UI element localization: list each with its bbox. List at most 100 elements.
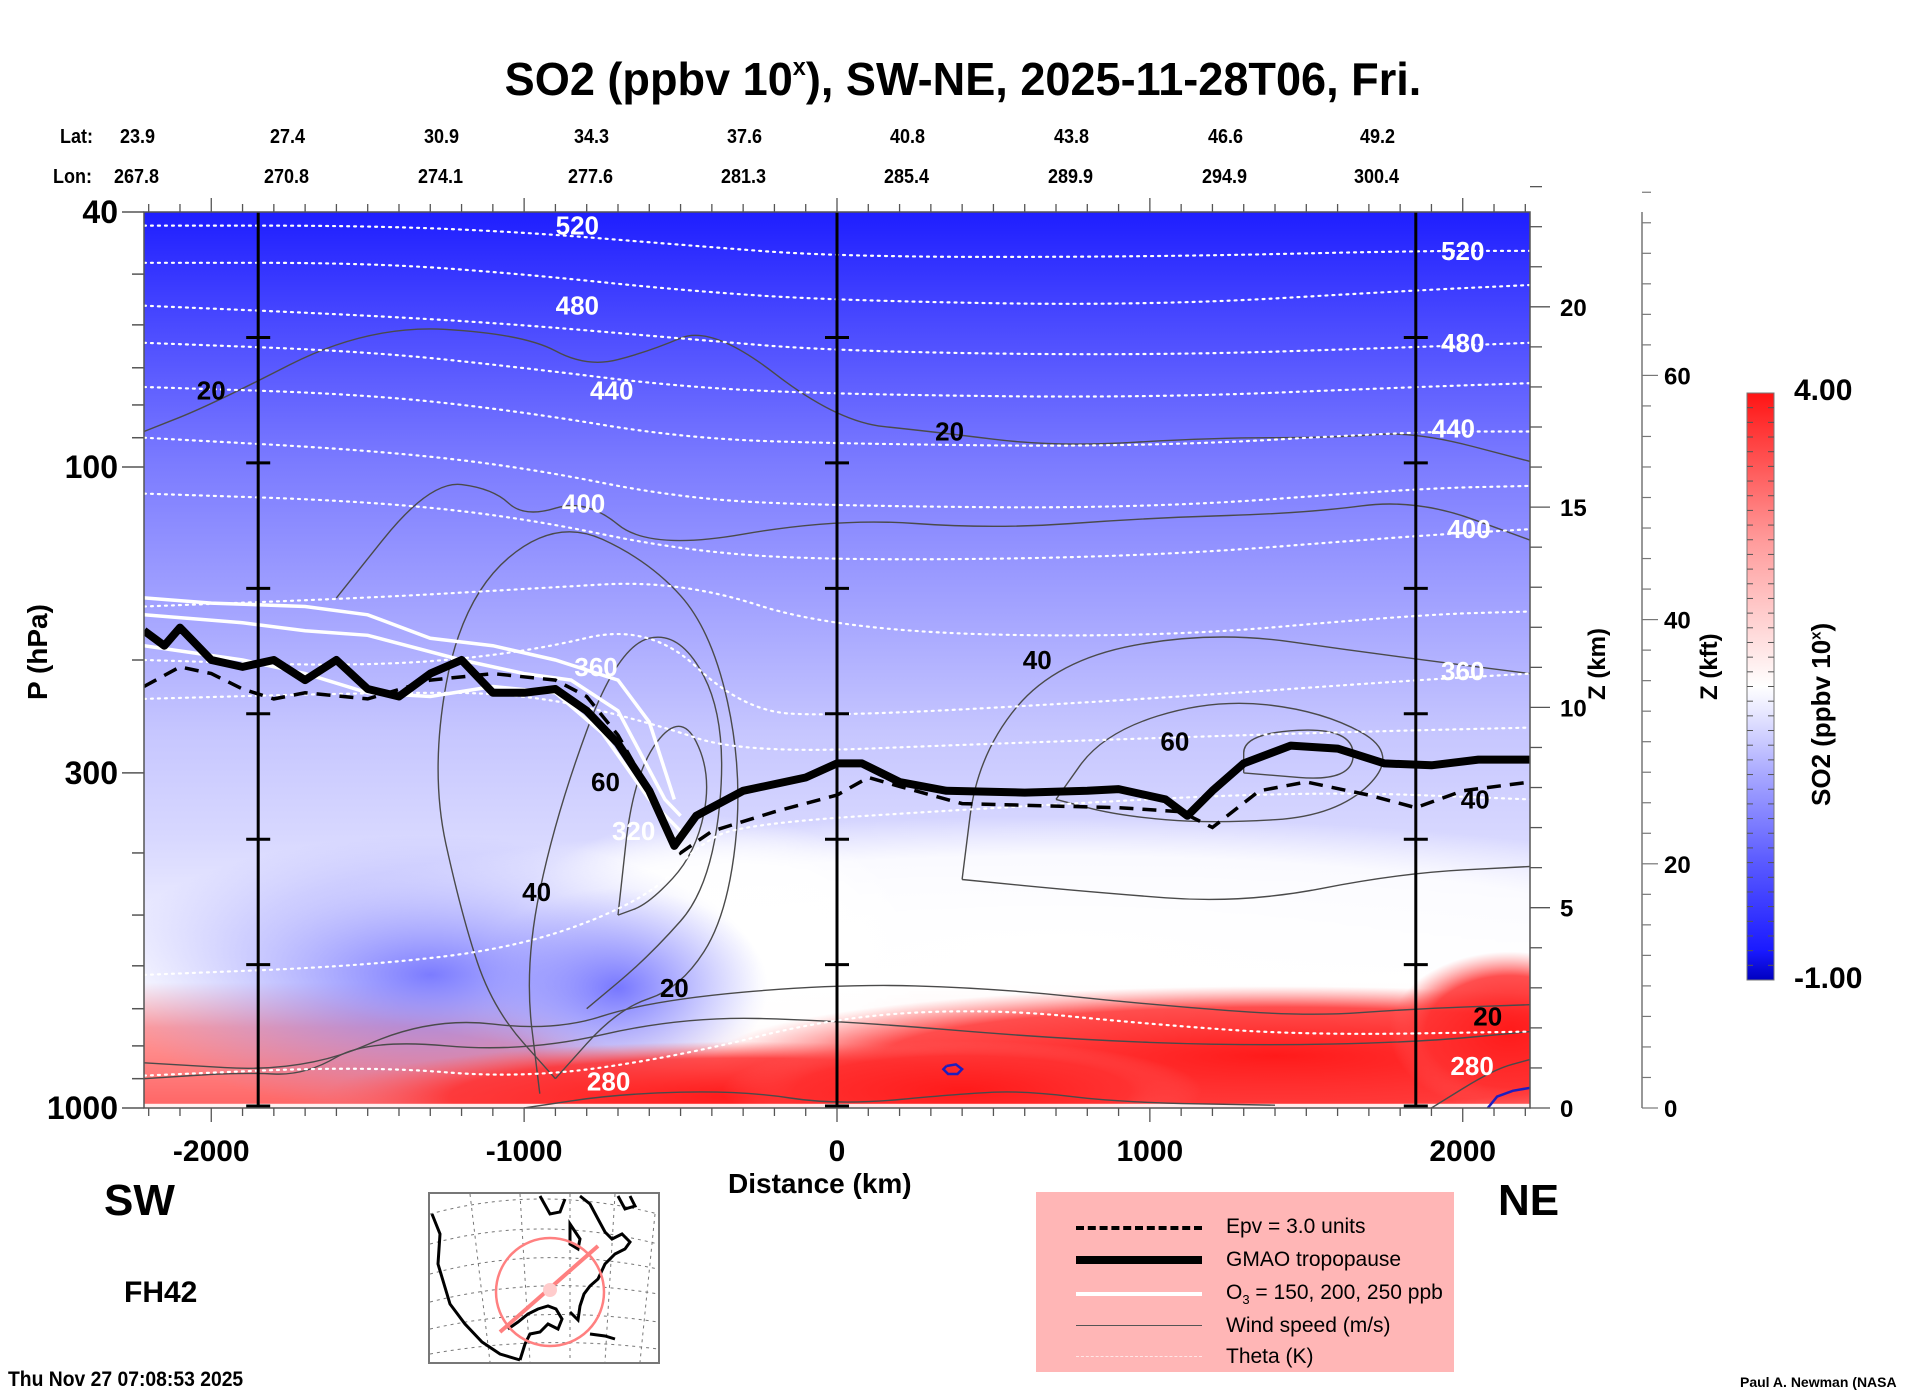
tropopause-line [144,623,1530,850]
theta-contour-460 [144,341,1530,398]
legend-label: GMAO tropopause [1226,1248,1402,1271]
author-credit: Paul A. Newman (NASA [1740,1374,1897,1390]
so2-field-features [144,815,1530,1108]
longitude-value: 281.3 [721,166,767,188]
longitude-value: 270.8 [264,166,310,188]
legend-item-tropopause: GMAO tropopause [1036,1245,1454,1275]
z-km-tick-label: 0 [1560,1096,1573,1123]
so2-blue-region [467,888,768,1089]
epv-contour [144,665,1530,856]
minimap-range-circle [494,1236,606,1348]
z-km-tick-label: 20 [1560,295,1587,322]
y-axis: 40 100 300 1000 [47,194,144,1126]
longitude-value: 267.8 [114,166,160,188]
z-kft-axis: 0 20 40 60 [1641,191,1691,1123]
wind-speed-contours [144,328,1530,1108]
theta-label: 320 [612,816,655,846]
thin-line-swatch [1076,1325,1202,1326]
legend-item-wind: Wind speed (m/s) [1036,1311,1454,1341]
theta-label: 400 [1447,514,1490,544]
wind-speed-label: 60 [591,767,620,797]
theta-label: 360 [574,652,617,682]
wind-speed-labels: 20 20 40 40 60 60 20 40 20 [197,376,1502,1032]
colorbar-title: SO2 (ppbv 10x) [1806,622,1836,806]
latitude-value: 27.4 [270,126,306,148]
white-line-swatch [1076,1292,1202,1296]
theta-label: 520 [556,211,599,241]
latitude-value: 49.2 [1360,126,1396,148]
theta-label: 280 [587,1067,630,1097]
wind-speed-label: 20 [935,416,964,446]
wind-speed-contour [144,328,1530,463]
z-kft-tick-label: 20 [1664,852,1691,879]
theta-contour-420 [144,436,1530,509]
theta-label: 400 [562,489,605,519]
theta-contour-520 [144,224,1530,259]
latitude-value: 30.9 [424,126,460,148]
tropopause-path [144,623,1530,850]
wind-speed-label: 40 [1023,645,1052,675]
z-kft-tick-label: 60 [1664,363,1691,390]
legend-item-theta: Theta (K) [1036,1342,1454,1372]
theta-label: 480 [556,291,599,321]
location-minimap [428,1192,660,1364]
forecast-hour-label: FH42 [124,1276,198,1309]
legend-item-epv: Epv = 3.0 units [1036,1212,1454,1242]
wind-speed-contour [617,725,708,916]
wind-speed-label: 20 [660,973,689,1003]
minimap-coastlines [430,1194,638,1362]
colorbar [1746,392,1775,981]
longitude-value: 277.6 [568,166,614,188]
thick-line-swatch [1076,1256,1202,1264]
theta-contour-500 [144,261,1530,305]
wind-speed-contour [961,636,1530,880]
direction-ne-label: NE [1498,1176,1560,1225]
wind-speed-label: 20 [197,376,226,406]
minimap-graticule [429,1193,659,1363]
so2-min-contour [941,1063,964,1076]
theta-label: 440 [1432,413,1475,443]
wind-speed-contour [144,1017,1530,1080]
longitude-value: 294.9 [1202,166,1248,188]
vertical-markers [246,212,1428,1108]
ozone-contour [144,613,682,818]
latitude-value: 34.3 [574,126,610,148]
wind-speed-label: 40 [522,877,551,907]
y-tick-label: 300 [65,755,118,791]
theta-contour-380 [144,582,1530,637]
minimap-svg [429,1193,659,1363]
z-kft-axis-title: Z (kft) [1696,633,1723,700]
x-axis: -2000 -1000 0 1000 2000 [148,198,1526,1168]
wind-speed-label: 40 [1461,784,1490,814]
legend: Epv = 3.0 units GMAO tropopause O3 = 150… [1036,1192,1454,1372]
so2-min-contour [1486,1086,1530,1108]
theta-contour-280 [144,1010,1530,1077]
y-tick-label: 40 [82,194,118,230]
x-tick-label: 1000 [1116,1135,1183,1168]
wind-speed-contour [523,1091,1276,1108]
latitude-value: 43.8 [1054,126,1090,148]
epv-contour-line [144,665,1530,856]
z-km-tick-label: 15 [1560,495,1587,522]
wind-speed-contour [437,531,739,1080]
lon-label: Lon: [53,166,92,188]
longitude-value: 285.4 [884,166,930,188]
direction-sw-label: SW [104,1176,175,1225]
theta-contour-320 [144,792,1530,976]
dotted-line-swatch [1076,1356,1202,1357]
colorbar-ticks [1747,407,1774,966]
z-km-tick-label: 10 [1560,695,1587,722]
legend-label: Epv = 3.0 units [1226,1215,1366,1238]
so2-red-surface [722,1040,1203,1108]
z-km-axis: 0 5 10 15 20 [1530,185,1587,1123]
wind-speed-contour [335,483,1530,599]
theta-contour-440 [144,385,1530,447]
legend-label: Wind speed (m/s) [1226,1314,1391,1337]
ozone-contour [144,643,682,833]
theta-label: 280 [1450,1051,1493,1081]
colorbar-min-label: -1.00 [1794,962,1863,995]
legend-item-ozone: O3 = 150, 200, 250 ppb [1036,1278,1454,1308]
colorbar-max-label: 4.00 [1794,374,1853,407]
latitude-value: 46.6 [1208,126,1244,148]
